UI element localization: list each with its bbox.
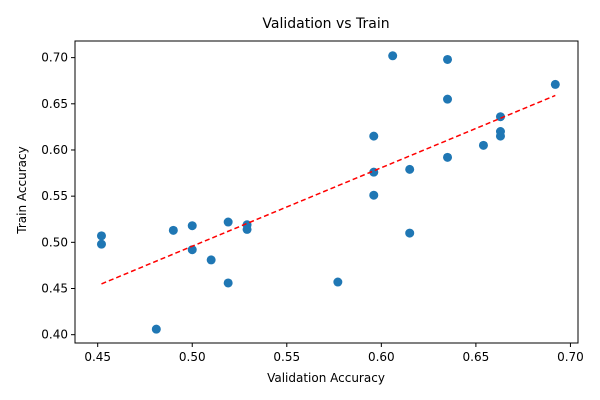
data-point <box>478 140 488 150</box>
data-point <box>242 224 252 234</box>
y-tick-label: 0.70 <box>41 51 68 65</box>
y-axis-label: Train Accuracy <box>15 146 29 234</box>
x-axis: 0.45 0.50 0.55 0.60 0.65 0.70 <box>84 343 584 364</box>
data-point <box>333 277 343 287</box>
data-point <box>96 231 106 241</box>
data-point <box>151 324 161 334</box>
x-axis-label: Validation Accuracy <box>267 371 385 385</box>
plot-area <box>74 40 579 344</box>
x-tick-label: 0.60 <box>368 350 395 364</box>
data-point <box>405 164 415 174</box>
data-point <box>206 255 216 265</box>
y-axis: 0.40 0.45 0.50 0.55 0.60 0.65 0.70 <box>41 51 75 342</box>
data-point <box>223 217 233 227</box>
y-tick-label: 0.45 <box>41 282 68 296</box>
x-tick-label: 0.65 <box>463 350 490 364</box>
data-point <box>369 190 379 200</box>
y-tick-label: 0.40 <box>41 328 68 342</box>
x-tick-label: 0.70 <box>557 350 584 364</box>
data-point <box>168 225 178 235</box>
data-point <box>495 131 505 141</box>
x-tick-label: 0.50 <box>179 350 206 364</box>
trend-line <box>101 94 556 285</box>
y-tick-label: 0.65 <box>41 97 68 111</box>
data-point <box>405 228 415 238</box>
chart-title: Validation vs Train <box>262 16 389 32</box>
data-point <box>187 221 197 231</box>
y-tick-label: 0.50 <box>41 235 68 249</box>
data-point <box>443 54 453 64</box>
plot-frame <box>74 40 579 344</box>
data-point <box>187 245 197 255</box>
data-point <box>550 79 560 89</box>
x-tick-label: 0.45 <box>84 350 111 364</box>
x-tick-label: 0.55 <box>273 350 300 364</box>
data-point <box>495 112 505 122</box>
data-point <box>388 51 398 61</box>
y-tick-label: 0.60 <box>41 143 68 157</box>
y-tick-label: 0.55 <box>41 189 68 203</box>
data-point <box>369 131 379 141</box>
data-point <box>223 278 233 288</box>
data-point <box>443 94 453 104</box>
data-point <box>96 239 106 249</box>
data-point <box>443 152 453 162</box>
